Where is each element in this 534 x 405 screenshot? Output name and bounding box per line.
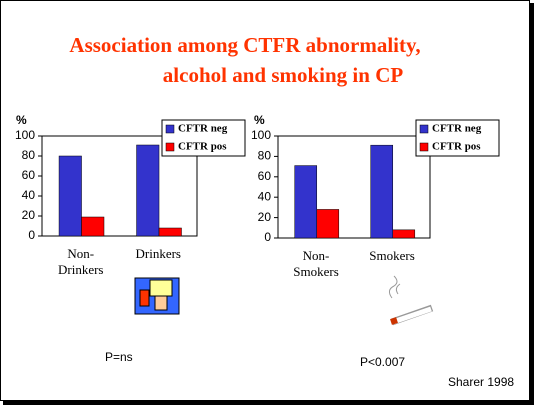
legend-box bbox=[161, 119, 246, 157]
plot-frame bbox=[41, 135, 198, 237]
bar bbox=[392, 229, 416, 239]
shadow bbox=[3, 401, 534, 405]
annotation: P<0.007 bbox=[360, 355, 405, 369]
y-tick-label: 80 bbox=[258, 149, 272, 163]
y-tick-label: 80 bbox=[22, 148, 36, 162]
legend-label: CFTR pos bbox=[178, 141, 227, 153]
legend-swatch bbox=[165, 124, 175, 134]
x-tick-label: Smokers bbox=[369, 248, 415, 263]
y-tick-label: 40 bbox=[258, 189, 272, 203]
bar bbox=[58, 155, 82, 237]
y-tick-label: 20 bbox=[258, 210, 272, 224]
y-tick-label: 20 bbox=[22, 208, 36, 222]
x-tick-label: Non- Smokers bbox=[293, 248, 339, 279]
legend-swatch bbox=[419, 142, 429, 152]
legend-swatch bbox=[419, 124, 429, 134]
y-tick-label: 60 bbox=[258, 169, 272, 183]
legend-box bbox=[415, 119, 500, 157]
title-line: Association among CTFR abnormality, bbox=[69, 33, 420, 57]
legend-swatch bbox=[165, 142, 175, 152]
x-tick-label: Drinkers bbox=[135, 246, 182, 261]
bar bbox=[81, 216, 105, 237]
drink-icon bbox=[134, 277, 180, 315]
bar bbox=[158, 227, 182, 237]
shadow bbox=[530, 3, 534, 405]
y-tick-label: 100 bbox=[15, 128, 35, 142]
legend-label: CFTR neg bbox=[178, 123, 228, 135]
y-tick-label: 0 bbox=[264, 230, 271, 244]
y-axis-label: % bbox=[254, 113, 265, 127]
x-tick-label: Non- Drinkers bbox=[58, 246, 104, 277]
bar bbox=[136, 144, 160, 237]
bar bbox=[316, 209, 340, 239]
annotation: P=ns bbox=[105, 350, 133, 364]
legend-label: CFTR pos bbox=[432, 141, 481, 153]
y-tick-label: 0 bbox=[28, 228, 35, 242]
plot-frame bbox=[277, 135, 431, 239]
cigarette-icon bbox=[388, 275, 434, 326]
source: Sharer 1998 bbox=[448, 375, 514, 389]
y-axis-label: % bbox=[16, 113, 27, 127]
y-tick-label: 60 bbox=[22, 168, 36, 182]
bar bbox=[370, 144, 394, 239]
bar bbox=[294, 165, 318, 239]
legend-label: CFTR neg bbox=[432, 123, 482, 135]
title-line: alcohol and smoking in CP bbox=[163, 63, 404, 87]
y-tick-label: 40 bbox=[22, 188, 36, 202]
y-tick-label: 100 bbox=[251, 128, 271, 142]
